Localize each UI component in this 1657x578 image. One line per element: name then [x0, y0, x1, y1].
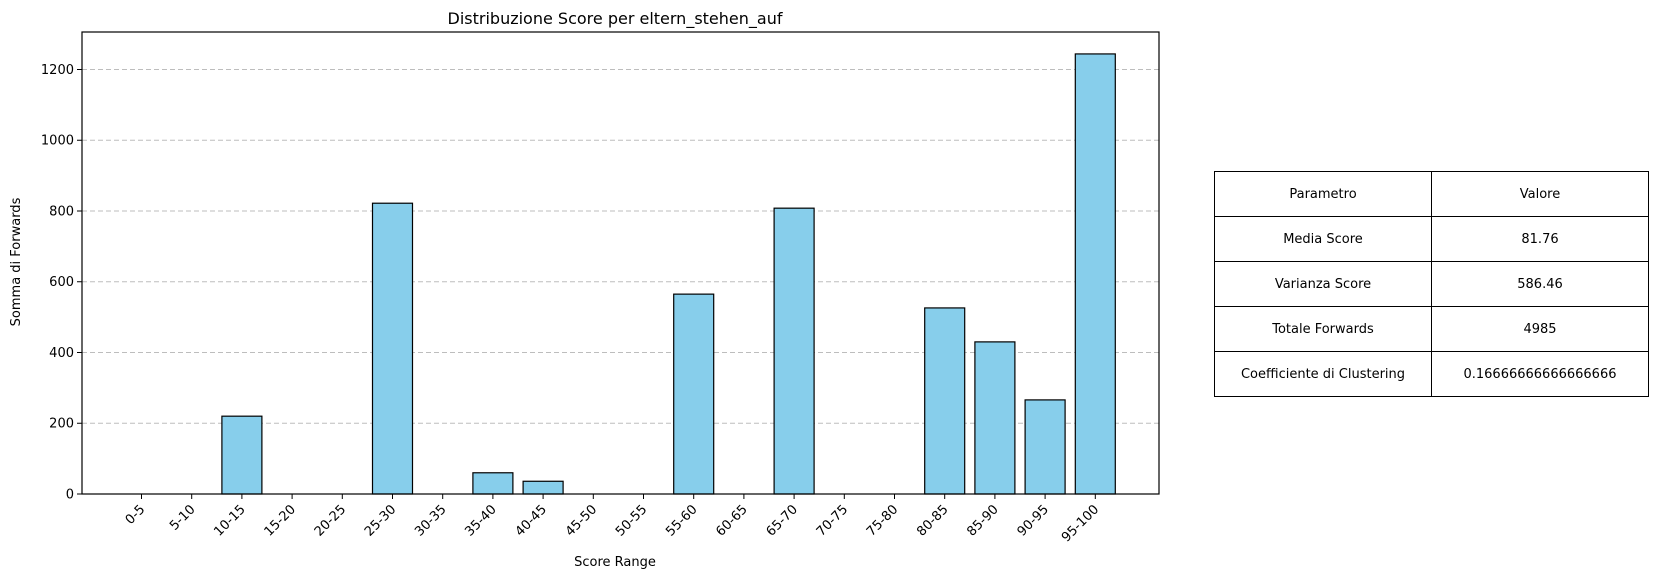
row-value: 4985 — [1431, 306, 1649, 352]
x-tick-label: 70-75 — [814, 502, 851, 539]
bar-85-90 — [974, 341, 1016, 495]
x-tick-label: 65-70 — [764, 502, 801, 539]
x-tick-label: 35-40 — [462, 502, 499, 539]
x-tick-label: 0-5 — [123, 502, 149, 528]
bar-40-45 — [522, 480, 564, 495]
plot-frame — [81, 31, 1160, 495]
stats-table-header: Parametro Valore — [1214, 171, 1649, 217]
y-axis-label: Somma di Forwards — [9, 197, 24, 326]
x-axis-label: Score Range — [574, 555, 656, 570]
table-row: Coefficiente di Clustering 0.16666666666… — [1214, 351, 1649, 397]
bar-35-40 — [472, 472, 514, 495]
row-param: Media Score — [1214, 216, 1432, 262]
chart-title: Distribuzione Score per eltern_stehen_au… — [448, 9, 783, 29]
table-row: Varianza Score 586.46 — [1214, 261, 1649, 307]
x-tick-label: 95-100 — [1059, 502, 1102, 545]
y-tick-label: 200 — [49, 417, 74, 432]
stats-table: Parametro Valore Media Score 81.76 Varia… — [1214, 171, 1649, 397]
header-valore: Valore — [1431, 171, 1649, 217]
x-tick-label: 75-80 — [864, 502, 901, 539]
bar-55-60 — [673, 293, 715, 495]
bar-25-30 — [371, 202, 414, 495]
x-tick-label: 45-50 — [563, 502, 600, 539]
x-tick-label: 90-95 — [1015, 502, 1052, 539]
x-tick-label: 40-45 — [513, 502, 550, 539]
bar-90-95 — [1024, 399, 1066, 495]
row-param: Totale Forwards — [1214, 306, 1432, 352]
bars — [221, 53, 1116, 495]
y-tick-label: 800 — [49, 204, 74, 219]
x-tick-label: 25-30 — [362, 502, 399, 539]
y-tick-label: 600 — [49, 275, 74, 290]
y-tick-label: 1200 — [41, 63, 74, 78]
y-tick-label: 1000 — [41, 134, 74, 149]
y-tick-label: 0 — [66, 488, 74, 503]
bar-10-15 — [221, 415, 263, 495]
x-tick-label: 10-15 — [211, 502, 248, 539]
x-tick-label: 60-65 — [713, 502, 750, 539]
x-tick-label: 15-20 — [262, 502, 299, 539]
row-value: 586.46 — [1431, 261, 1649, 307]
bar-80-85 — [924, 307, 966, 495]
header-parametro: Parametro — [1214, 171, 1432, 217]
bar-95-100 — [1074, 53, 1116, 495]
x-axis: 0-5 5-10 10-15 15-20 20-25 25-30 30-35 35-40 40-… — [123, 494, 1102, 545]
bar-chart: Distribuzione Score per eltern_stehen_au… — [9, 9, 1160, 570]
table-row: Media Score 81.76 — [1214, 216, 1649, 262]
row-param: Coefficiente di Clustering — [1214, 351, 1432, 397]
y-tick-label: 400 — [49, 346, 74, 361]
x-tick-label: 5-10 — [167, 502, 198, 533]
table-row: Totale Forwards 4985 — [1214, 306, 1649, 352]
row-param: Varianza Score — [1214, 261, 1432, 307]
x-tick-label: 55-60 — [663, 502, 700, 539]
x-tick-label: 30-35 — [412, 502, 449, 539]
x-tick-label: 85-90 — [964, 502, 1001, 539]
bar-65-70 — [773, 207, 815, 495]
x-tick-label: 20-25 — [312, 502, 349, 539]
row-value: 0.16666666666666666 — [1431, 351, 1649, 397]
row-value: 81.76 — [1431, 216, 1649, 262]
x-tick-label: 80-85 — [914, 502, 951, 539]
x-tick-label: 50-55 — [613, 502, 650, 539]
y-axis: 0 200 400 600 800 1000 1200 — [41, 63, 82, 503]
